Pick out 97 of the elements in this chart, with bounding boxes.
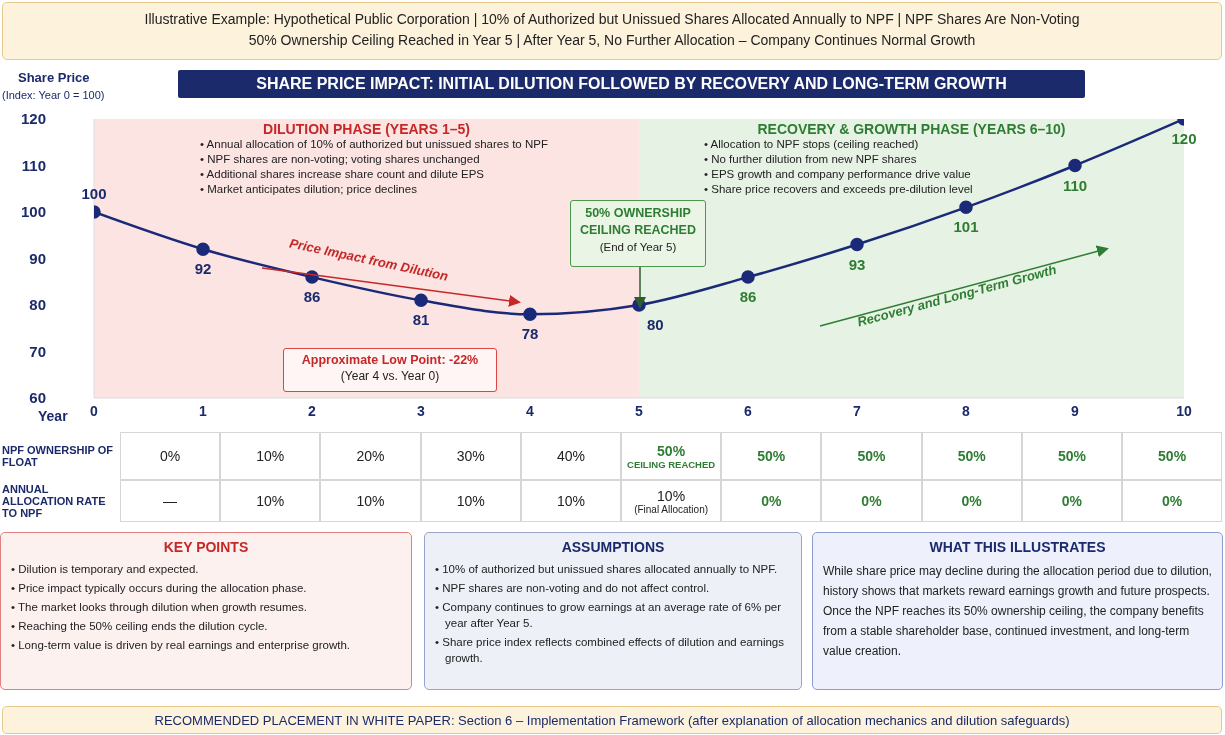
annotation: • No further dilution from new NPF shares — [704, 153, 918, 165]
x-tick-label: 9 — [1071, 402, 1080, 419]
text: While share price may decline during the allocation period due to dilution, history shows that markets reward earnings growth and future prospects. Once the NPF reaches its 50% ownership ceiling, the company benefits from a stable shareholder base, continued investment, and long-term value creation. — [823, 563, 1212, 660]
y-tick-label: 100 — [20, 203, 46, 221]
annotation: 50% OWNERSHIP CEILING REACHED — [579, 205, 697, 239]
text: 0% — [861, 493, 882, 509]
annotation: • NPF shares are non-voting; voting shares unchanged — [200, 153, 481, 165]
text: 30% — [456, 448, 485, 464]
annotation: • EPS growth and company performance drive value — [704, 168, 972, 180]
x-tick-label: 6 — [744, 402, 753, 419]
x-tick-label: 0 — [90, 402, 99, 419]
annotation: • Allocation to NPF stops (ceiling reached) — [704, 138, 920, 150]
text: • Company continues to grow earnings at an average rate of 6% per year after Year 5. — [435, 600, 783, 631]
text: — — [163, 493, 178, 509]
point — [414, 293, 428, 308]
y-tick-label: 60 — [29, 389, 46, 407]
data-label: 100 — [81, 185, 107, 202]
text: 0% — [1061, 493, 1082, 509]
annotation: (Year 4 vs. Year 0) — [339, 369, 441, 383]
x-tick-label: 2 — [308, 402, 317, 419]
annotation: • Share price recovers and exceeds pre-dilution level — [704, 183, 973, 195]
text: ANNUAL ALLOCATION RATE TO NPF — [0, 480, 120, 522]
x-tick-label: 8 — [962, 402, 971, 419]
y-tick-label: 120 — [20, 110, 46, 128]
text: NPF OWNERSHIP OF FLOAT — [0, 432, 120, 480]
text: 50% — [1057, 448, 1086, 464]
text: ASSUMPTIONS — [560, 539, 666, 555]
data-label: 110 — [1062, 176, 1088, 194]
text: 10% — [256, 493, 285, 509]
text: WHAT THIS ILLUSTRATES — [928, 539, 1107, 555]
y-tick-label: 110 — [21, 156, 46, 174]
text: 0% — [761, 493, 782, 509]
annotation: (End of Year 5) — [598, 241, 678, 253]
point — [1068, 158, 1082, 173]
data-label: 81 — [412, 311, 430, 329]
x-tick-label: 7 — [853, 402, 862, 419]
annotation: Approximate Low Point: -22% — [300, 353, 480, 367]
text: 0% — [1161, 493, 1183, 509]
data-label: 80 — [647, 316, 664, 333]
band-label: RECOVERY & GROWTH PHASE (YEARS 6–10) — [757, 120, 1066, 137]
band-label: DILUTION PHASE (YEARS 1–5) — [263, 120, 470, 137]
point — [741, 270, 755, 284]
text: 10% — [356, 493, 385, 509]
text: 40% — [556, 448, 585, 464]
text: • Price impact typically occurs during the allocation phase. — [11, 581, 308, 596]
data-label: 93 — [848, 255, 866, 273]
text: KEY POINTS — [162, 539, 250, 555]
text: 20% — [356, 448, 385, 464]
text: 0% — [961, 493, 982, 509]
data-label: 92 — [194, 260, 212, 278]
point — [196, 242, 210, 256]
point — [523, 307, 537, 322]
text: 50% Ownership Ceiling Reached in Year 5 | After Year 5, No Further Allocation – Company Continues Normal Growth — [247, 31, 977, 50]
text: 50% — [757, 448, 786, 464]
data-label: 78 — [521, 325, 539, 343]
data-label: 86 — [303, 288, 321, 306]
text: 10% — [657, 487, 686, 504]
text: • NPF shares are non-voting and do not affect control. — [435, 581, 711, 596]
chart-title: SHARE PRICE IMPACT: INITIAL DILUTION FOLLOWED BY RECOVERY AND LONG-TERM GROWTH — [178, 70, 1085, 98]
y-tick-label: 90 — [29, 249, 46, 267]
text: 50% — [657, 442, 686, 459]
annotation: • Additional shares increase share count and dilute EPS — [200, 168, 486, 180]
annotation: • Market anticipates dilution; price declines — [200, 183, 418, 195]
text: 50% — [957, 448, 986, 464]
data-label: 101 — [953, 218, 979, 236]
data-label: 86 — [739, 288, 757, 306]
y-axis-title: Share Price — [18, 70, 90, 85]
text: 50% — [857, 448, 886, 464]
x-tick-label: 4 — [526, 402, 535, 419]
text: • Dilution is temporary and expected. — [11, 562, 200, 577]
text: 0% — [159, 448, 181, 464]
point — [959, 200, 973, 215]
text: • Reaching the 50% ceiling ends the dilution cycle. — [11, 619, 269, 634]
text: (Final Allocation) — [634, 503, 709, 515]
text: • 10% of authorized but unissued shares allocated annually to NPF. — [435, 562, 779, 577]
x-tick-label: 3 — [417, 402, 426, 419]
x-tick-label: 1 — [199, 402, 208, 419]
text: Illustrative Example: Hypothetical Public Corporation | 10% of Authorized but Unissued Shares Allocated Annually to NPF | NPF Shares Are Non-Voting — [143, 10, 1081, 29]
annotation: • Annual allocation of 10% of authorized but unissued shares to NPF — [200, 138, 548, 150]
text: 10% — [556, 493, 585, 509]
x-tick-label: 10 — [1176, 402, 1192, 419]
point — [850, 237, 864, 252]
x-tick-label: 5 — [635, 402, 644, 419]
text: 50% — [1158, 448, 1187, 464]
y-tick-label: 80 — [29, 296, 46, 314]
data-label: 120 — [1171, 130, 1197, 147]
text: (Index: Year 0 = 100) — [2, 89, 105, 101]
text: 10% — [456, 493, 485, 509]
text: CEILING REACHED — [627, 458, 716, 470]
text: 10% — [256, 448, 285, 464]
text: RECOMMENDED PLACEMENT IN WHITE PAPER: Section 6 – Implementation Framework (after explanation of allocation mechanics and dilution safeguards) — [2, 706, 1222, 734]
text: • Long-term value is driven by real earnings and enterprise growth. — [11, 638, 351, 653]
annotation: Price Impact from Dilution — [288, 235, 450, 284]
x-axis-title: Year — [38, 408, 68, 424]
text: • The market looks through dilution when growth resumes. — [11, 600, 308, 615]
text: • Share price index reflects combined effects of dilution and earnings growth. — [435, 635, 785, 666]
y-tick-label: 70 — [29, 342, 46, 360]
